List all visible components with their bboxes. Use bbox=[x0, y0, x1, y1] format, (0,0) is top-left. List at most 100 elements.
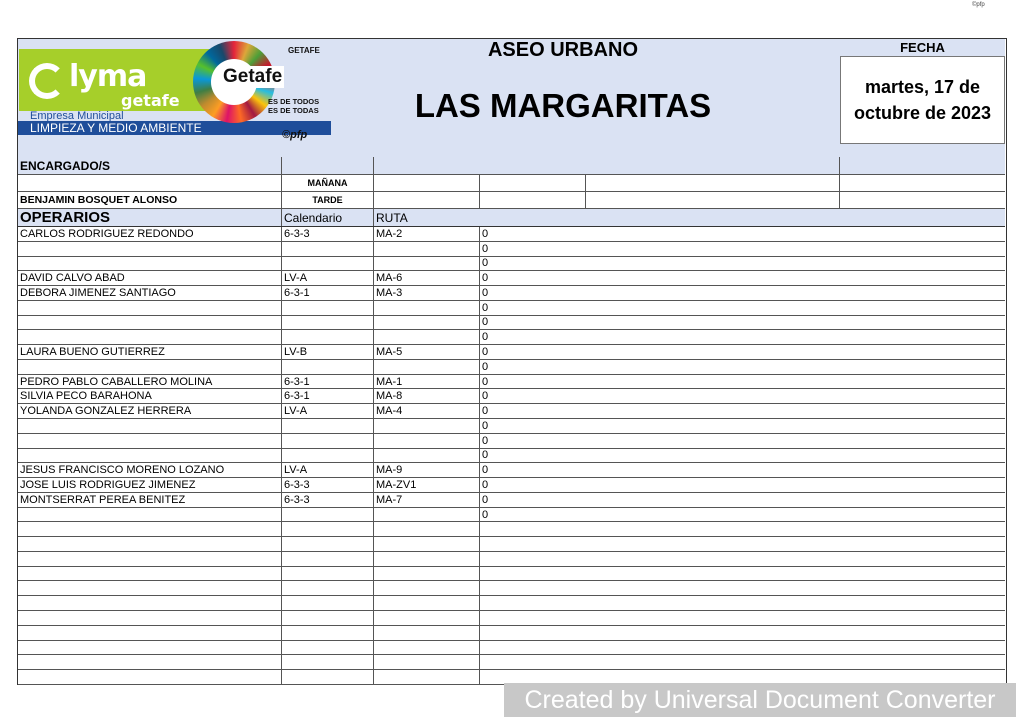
operario-name bbox=[18, 640, 282, 655]
operario-name bbox=[18, 315, 282, 330]
table-row: YOLANDA GONZALEZ HERRERA LV-A MA-4 0 bbox=[18, 404, 1005, 419]
operarios-label: OPERARIOS bbox=[18, 209, 282, 226]
operario-name bbox=[18, 551, 282, 566]
table-row: 0 bbox=[18, 448, 1005, 464]
calendar-cell: LV-A bbox=[282, 463, 374, 478]
value-cell: 0 bbox=[482, 257, 489, 270]
calendar-cell: 6-3-1 bbox=[282, 374, 374, 389]
ayuntamiento-label: GETAFE bbox=[288, 46, 320, 55]
calendar-cell: 6-3-1 bbox=[282, 286, 374, 300]
afternoon-label: TARDE bbox=[282, 192, 374, 208]
value-cell: 0 bbox=[482, 346, 489, 359]
afternoon-row: BENJAMIN BOSQUET ALONSO TARDE bbox=[18, 192, 1005, 209]
operario-name bbox=[18, 433, 282, 448]
value-cell: 0 bbox=[482, 419, 489, 432]
value-cell: 0 bbox=[482, 331, 489, 344]
route-cell bbox=[374, 566, 480, 581]
value-cell: 0 bbox=[482, 227, 489, 240]
operario-name: MONTSERRAT PEREA BENITEZ bbox=[18, 492, 282, 507]
table-row bbox=[18, 522, 1005, 538]
slogan-1: ES DE TODOS bbox=[268, 97, 320, 106]
calendar-cell bbox=[282, 419, 374, 433]
value-cell bbox=[480, 567, 1005, 581]
value-cell: 0 bbox=[482, 449, 489, 462]
operario-name bbox=[18, 581, 282, 596]
value-cell bbox=[480, 537, 1005, 551]
table-row: 0 bbox=[18, 256, 1005, 272]
calendar-cell bbox=[282, 300, 374, 315]
cell bbox=[18, 175, 282, 191]
value-cell: 0 bbox=[482, 316, 489, 329]
calendar-cell: 6-3-3 bbox=[282, 478, 374, 492]
route-cell bbox=[374, 256, 480, 271]
route-cell: MA-3 bbox=[374, 286, 480, 300]
operario-name bbox=[18, 566, 282, 581]
value-cell bbox=[480, 596, 1005, 610]
route-cell: MA-5 bbox=[374, 345, 480, 359]
brand-sub: getafe bbox=[121, 91, 180, 110]
value-cell bbox=[480, 670, 1005, 684]
route-cell: MA-6 bbox=[374, 271, 480, 286]
table-row bbox=[18, 611, 1005, 626]
cell bbox=[586, 175, 840, 191]
sheet-header: lyma getafe Empresa Municipal LIMPIEZA Y… bbox=[18, 39, 1005, 158]
calendar-cell bbox=[282, 670, 374, 684]
table-row: 0 bbox=[18, 300, 1005, 316]
route-cell bbox=[374, 330, 480, 345]
watermark: Created by Universal Document Converter bbox=[504, 683, 1016, 717]
table-row: DEBORA JIMENEZ SANTIAGO 6-3-1 MA-3 0 bbox=[18, 286, 1005, 301]
calendar-cell bbox=[282, 551, 374, 566]
calendar-cell bbox=[282, 537, 374, 551]
route-cell bbox=[374, 551, 480, 566]
route-cell: MA-9 bbox=[374, 463, 480, 478]
table-row: JESUS FRANCISCO MORENO LOZANO LV-A MA-9 0 bbox=[18, 463, 1005, 479]
route-cell bbox=[374, 300, 480, 315]
operario-name bbox=[18, 330, 282, 345]
operario-name: YOLANDA GONZALEZ HERRERA bbox=[18, 404, 282, 418]
route-cell bbox=[374, 537, 480, 551]
table-row bbox=[18, 537, 1005, 552]
value-cell: 0 bbox=[482, 286, 489, 299]
corner-mark: ©pfp bbox=[972, 2, 985, 8]
table-row bbox=[18, 640, 1005, 656]
operario-name bbox=[18, 241, 282, 256]
operario-name bbox=[18, 300, 282, 315]
route-cell bbox=[374, 507, 480, 522]
value-cell: 0 bbox=[482, 272, 489, 285]
department-label: LIMPIEZA Y MEDIO AMBIENTE bbox=[18, 121, 331, 135]
calendar-cell bbox=[282, 596, 374, 611]
table-row bbox=[18, 566, 1005, 582]
date-label: FECHA bbox=[900, 40, 945, 55]
route-cell bbox=[374, 315, 480, 330]
table-row bbox=[18, 596, 1005, 612]
calendar-cell bbox=[282, 359, 374, 374]
slogan-2: ES DE TODAS bbox=[268, 106, 319, 115]
lyma-logo: lyma getafe bbox=[19, 49, 219, 111]
calendar-header: Calendario bbox=[282, 209, 374, 226]
table-row: 0 bbox=[18, 330, 1005, 346]
value-cell: 0 bbox=[482, 434, 489, 447]
calendar-cell: 6-3-3 bbox=[282, 227, 374, 241]
calendar-cell bbox=[282, 241, 374, 256]
cell bbox=[282, 157, 374, 174]
encargado-name: BENJAMIN BOSQUET ALONSO bbox=[18, 192, 282, 208]
operario-name bbox=[18, 419, 282, 433]
operario-name bbox=[18, 537, 282, 551]
credit: ©pfp bbox=[282, 129, 308, 141]
calendar-cell bbox=[282, 330, 374, 345]
operario-name bbox=[18, 522, 282, 537]
calendar-cell bbox=[282, 625, 374, 640]
table-row: 0 bbox=[18, 359, 1005, 375]
value-cell: 0 bbox=[482, 360, 489, 373]
calendar-cell: 6-3-3 bbox=[282, 492, 374, 507]
value-cell bbox=[480, 581, 1005, 595]
value-cell bbox=[480, 641, 1005, 655]
route-cell bbox=[374, 611, 480, 625]
route-cell: MA-ZV1 bbox=[374, 478, 480, 492]
table-row: CARLOS RODRIGUEZ REDONDO 6-3-3 MA-2 0 bbox=[18, 227, 1005, 242]
route-cell bbox=[374, 596, 480, 611]
cell bbox=[480, 175, 586, 191]
swirl-icon bbox=[29, 63, 65, 99]
morning-row: MAÑANA bbox=[18, 175, 1005, 192]
table-row: 0 bbox=[18, 419, 1005, 434]
